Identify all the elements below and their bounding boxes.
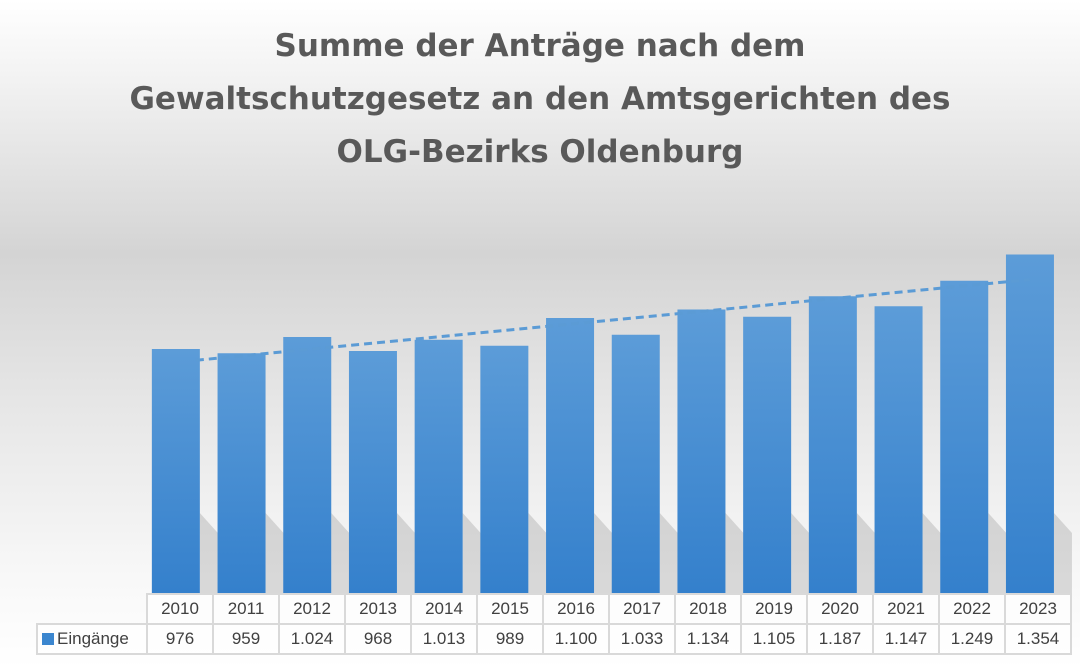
- bar: [677, 309, 726, 593]
- bar-shadow: [528, 513, 547, 593]
- category-label: 2023: [1004, 593, 1072, 625]
- data-label: 959: [212, 623, 280, 655]
- bar-shadow: [725, 513, 744, 593]
- data-label: 1.105: [740, 623, 808, 655]
- title-line: OLG-Bezirks Oldenburg: [336, 134, 744, 170]
- data-label: 1.354: [1004, 623, 1072, 655]
- category-label: 2016: [542, 593, 610, 625]
- bar: [480, 345, 529, 593]
- bar-shadow: [265, 513, 284, 593]
- data-label: 989: [476, 623, 544, 655]
- category-label: 2018: [674, 593, 742, 625]
- category-label: 2014: [410, 593, 478, 625]
- bar-shadow: [922, 513, 941, 593]
- bar: [874, 306, 923, 593]
- bar: [283, 337, 332, 593]
- series-name: Eingänge: [57, 629, 129, 648]
- bar: [546, 318, 595, 593]
- bar: [1005, 254, 1054, 593]
- bar-shadow: [1053, 513, 1072, 593]
- bar: [611, 334, 660, 593]
- bar-shadow: [659, 513, 678, 593]
- bar: [151, 349, 200, 593]
- data-label: 1.147: [872, 623, 940, 655]
- bar: [743, 316, 792, 593]
- chart-title: Summe der Anträge nach dem Gewaltschutzg…: [0, 20, 1080, 179]
- bar-shadow: [988, 513, 1007, 593]
- data-label: 1.033: [608, 623, 676, 655]
- bar-shadow: [331, 513, 350, 593]
- data-table: 2010 2011 2012 2013 2014 2015 2016 2017 2018 2019…: [36, 593, 1072, 655]
- bar: [348, 351, 397, 593]
- category-label: 2015: [476, 593, 544, 625]
- data-label: 1.024: [278, 623, 346, 655]
- bar: [217, 353, 266, 593]
- data-label: 1.249: [938, 623, 1006, 655]
- category-label: 2012: [278, 593, 346, 625]
- category-label: 2021: [872, 593, 940, 625]
- data-label: 1.013: [410, 623, 478, 655]
- category-label: 2010: [146, 593, 214, 625]
- trendline: [195, 278, 1031, 362]
- category-label: 2020: [806, 593, 874, 625]
- category-label: 2013: [344, 593, 412, 625]
- legend-key-icon: [42, 633, 54, 645]
- table-corner: [37, 594, 147, 624]
- bar-shadow: [199, 513, 218, 593]
- data-label: 1.100: [542, 623, 610, 655]
- data-label: 976: [146, 623, 214, 655]
- category-label: 2019: [740, 593, 808, 625]
- bar: [940, 280, 989, 593]
- data-label: 968: [344, 623, 412, 655]
- data-label: 1.187: [806, 623, 874, 655]
- category-label: 2022: [938, 593, 1006, 625]
- bar-shadow: [396, 513, 415, 593]
- legend-entry: Eingänge: [36, 623, 148, 655]
- bar-shadow: [856, 513, 875, 593]
- bar: [414, 339, 463, 593]
- title-line: Gewaltschutzgesetz an den Amtsgerichten …: [129, 81, 951, 117]
- data-label: 1.134: [674, 623, 742, 655]
- bar-shadow: [594, 513, 613, 593]
- category-label: 2011: [212, 593, 280, 625]
- bar-shadow: [462, 513, 481, 593]
- title-line: Summe der Anträge nach dem: [274, 28, 806, 64]
- bar: [808, 296, 857, 593]
- bar-shadow: [791, 513, 810, 593]
- category-label: 2017: [608, 593, 676, 625]
